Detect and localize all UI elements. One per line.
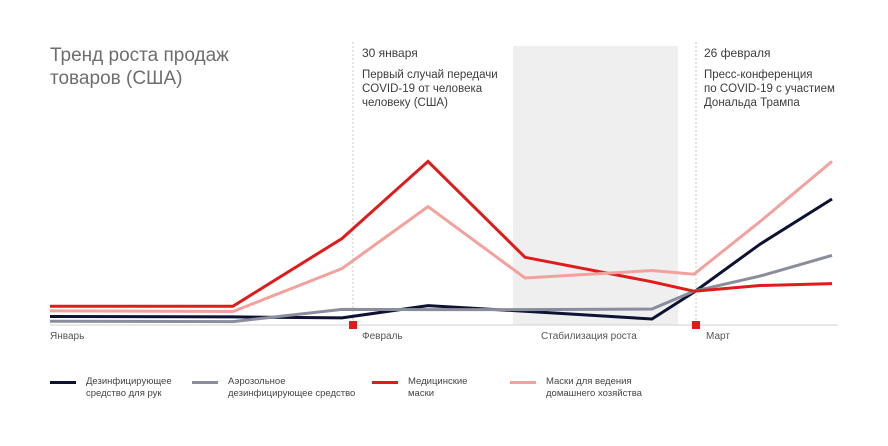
series-line-3 — [49, 160, 833, 314]
legend-label: Аэрозольное дезинфицирующее средство — [228, 376, 356, 399]
x-label-march: Март — [706, 331, 730, 342]
legend-item-hand-sanitizer: Дезинфицирующее средство для рук — [50, 376, 206, 400]
annotation-date: 30 января — [362, 46, 418, 60]
legend-label: Дезинфицирующее средство для рук — [86, 376, 172, 399]
legend-label: Медицинские маски — [408, 376, 468, 399]
legend: Дезинфицирующее средство для рук Аэрозол… — [50, 376, 850, 416]
event-marker-1 — [692, 321, 700, 329]
legend-swatch — [510, 381, 536, 384]
event-markers — [349, 321, 700, 329]
annotation-feb26: 26 февраля Пресс-конференция по COVID-19… — [704, 46, 835, 110]
legend-item-household-masks: Маски для ведения домашнего хозяйства — [510, 376, 676, 400]
series-line-1 — [49, 253, 833, 324]
series-lines — [49, 159, 833, 324]
legend-swatch — [50, 381, 76, 384]
annotation-text: Пресс-конференция по COVID-19 с участием… — [704, 69, 835, 109]
x-label-january: Январь — [50, 331, 85, 342]
legend-item-aerosol: Аэрозольное дезинфицирующее средство — [192, 376, 368, 400]
x-label-stabilization: Стабилизация роста — [541, 331, 637, 342]
legend-item-medical-masks: Медицинские маски — [372, 376, 478, 400]
chart-title-text: Тренд роста продаж товаров (США) — [50, 45, 229, 89]
event-marker-0 — [349, 321, 357, 329]
legend-swatch — [372, 381, 398, 384]
annotation-jan30: 30 января Первый случай передачи COVID-1… — [362, 46, 498, 110]
annotation-text: Первый случай передачи COVID-19 от челов… — [362, 69, 498, 109]
legend-swatch — [192, 381, 218, 384]
annotation-date: 26 февраля — [704, 46, 771, 60]
chart-title: Тренд роста продаж товаров (США) — [50, 44, 250, 90]
x-label-february: Февраль — [362, 331, 403, 342]
legend-label: Маски для ведения домашнего хозяйства — [546, 376, 642, 399]
series-line-2 — [50, 159, 833, 308]
